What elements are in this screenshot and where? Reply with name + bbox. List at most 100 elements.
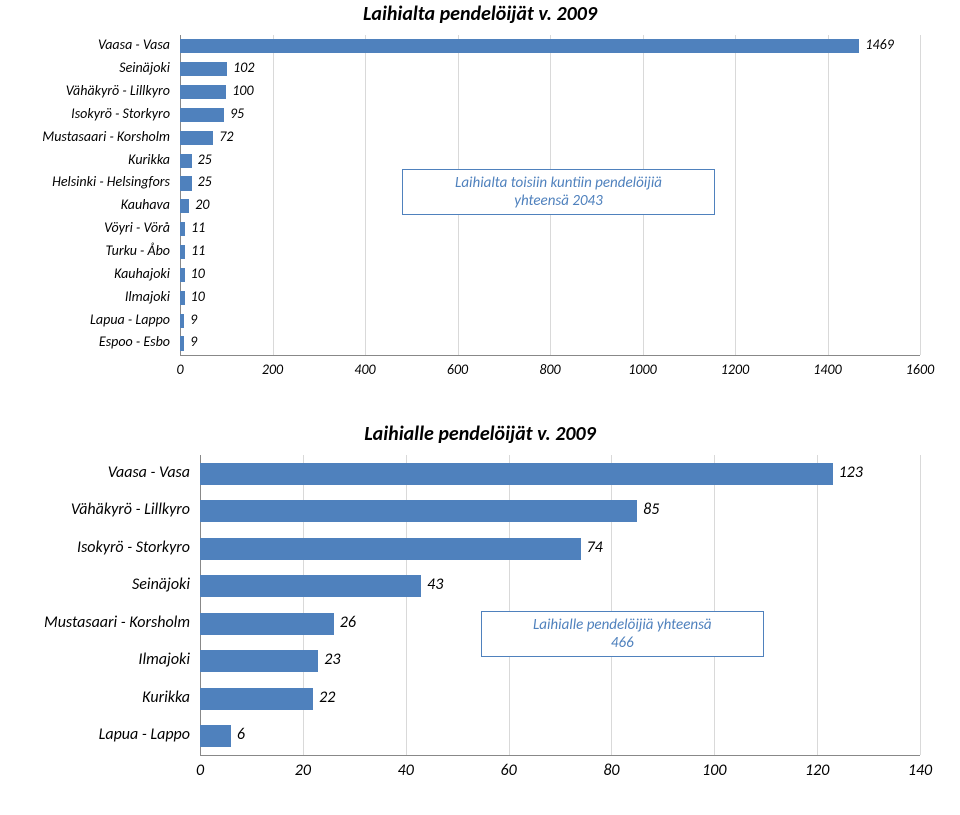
x-tick-label: 80 [586, 761, 636, 780]
bar-value-label: 11 [191, 221, 205, 235]
bar [200, 575, 421, 597]
x-tick-label: 1600 [895, 361, 945, 378]
category-label: Ilmajoki [0, 649, 190, 671]
category-label: Mustasaari - Korsholm [0, 612, 190, 634]
annotation-box: Laihialle pendelöijiä yhteensä466 [481, 611, 764, 657]
bar [180, 108, 224, 122]
category-label: Espoo - Esbo [0, 335, 170, 349]
bar-value-label: 20 [195, 198, 209, 212]
grid-line [714, 455, 715, 755]
grid-line [817, 455, 818, 755]
category-label: Lapua - Lappo [0, 724, 190, 746]
bar-value-label: 23 [324, 649, 340, 671]
annotation-line1: Laihialle pendelöijiä yhteensä [490, 616, 755, 634]
category-label: Lapua - Lappo [0, 313, 170, 327]
x-tick-label: 200 [248, 361, 298, 378]
chart-laihialle: Laihialle pendelöijät v. 2009 123 85 74 43 26… [0, 420, 960, 790]
category-label: Seinäjoki [0, 61, 170, 75]
grid-line [273, 35, 274, 355]
bar [180, 154, 192, 168]
bar [200, 650, 318, 672]
annotation-line2: yhteensä 2043 [411, 192, 706, 210]
x-tick-label: 0 [175, 761, 225, 780]
bar [180, 222, 185, 236]
bar-value-label: 1469 [865, 38, 893, 52]
annotation-box: Laihialta toisiin kuntiin pendelöijiäyht… [402, 169, 715, 215]
bar [180, 314, 184, 328]
bar-value-label: 74 [587, 537, 603, 559]
bar-value-label: 123 [839, 462, 863, 484]
plot-area: 1238574432623226Laihialle pendelöijiä yh… [200, 455, 920, 755]
bar [180, 39, 859, 53]
x-tick-label: 1000 [618, 361, 668, 378]
plot-area: 146910210095722525201111101099Laihialta … [180, 35, 920, 355]
bar-value-label: 25 [198, 175, 212, 189]
x-tick-label: 20 [278, 761, 328, 780]
category-label: Isokyrö - Storkyro [0, 537, 190, 559]
bar-value-label: 85 [643, 499, 659, 521]
bar-value-label: 10 [191, 267, 205, 281]
x-tick-label: 800 [525, 361, 575, 378]
bar [180, 199, 189, 213]
x-tick-label: 60 [484, 761, 534, 780]
x-tick-label: 400 [340, 361, 390, 378]
bar [180, 245, 185, 259]
category-label: Vähäkyrö - Lillkyro [0, 499, 190, 521]
category-label: Isokyrö - Storkyro [0, 107, 170, 121]
bar-value-label: 11 [191, 244, 205, 258]
bar [180, 62, 227, 76]
x-tick-label: 0 [155, 361, 205, 378]
category-label: Vaasa - Vasa [0, 462, 190, 484]
category-label: Vöyri - Vörå [0, 221, 170, 235]
bar [180, 336, 184, 350]
x-axis [200, 755, 920, 756]
chart-title: Laihialta pendelöijät v. 2009 [0, 2, 960, 26]
annotation-line2: 466 [490, 634, 755, 652]
bar-value-label: 102 [233, 61, 254, 75]
bar [180, 176, 192, 190]
annotation-line1: Laihialta toisiin kuntiin pendelöijiä [411, 174, 706, 192]
bar-value-label: 25 [198, 153, 212, 167]
x-tick-label: 1400 [803, 361, 853, 378]
category-label: Helsinki - Helsingfors [0, 175, 170, 189]
x-tick-label: 40 [381, 761, 431, 780]
bar [200, 463, 833, 485]
bar [180, 85, 226, 99]
category-label: Kurikka [0, 687, 190, 709]
bar-value-label: 43 [427, 574, 443, 596]
y-axis [180, 35, 181, 355]
bar [180, 268, 185, 282]
chart-title: Laihialle pendelöijät v. 2009 [0, 422, 960, 446]
bar [180, 131, 213, 145]
category-label: Kauhava [0, 198, 170, 212]
bar-value-label: 26 [340, 612, 356, 634]
grid-line [735, 35, 736, 355]
grid-line [920, 35, 921, 355]
bar-value-label: 10 [191, 290, 205, 304]
x-tick-label: 140 [895, 761, 945, 780]
category-label: Seinäjoki [0, 574, 190, 596]
x-tick-label: 100 [689, 761, 739, 780]
bar-value-label: 9 [190, 313, 197, 327]
grid-line [365, 35, 366, 355]
chart-laihialta: Laihialta pendelöijät v. 200914691021009… [0, 0, 960, 380]
bar-value-label: 22 [319, 687, 335, 709]
bar [200, 500, 637, 522]
x-tick-label: 120 [792, 761, 842, 780]
grid-line [920, 455, 921, 755]
x-axis [180, 355, 920, 356]
bar [200, 688, 313, 710]
bar-value-label: 9 [190, 335, 197, 349]
category-label: Ilmajoki [0, 290, 170, 304]
bar [200, 613, 334, 635]
bar [200, 538, 581, 560]
bar [180, 291, 185, 305]
bar-value-label: 95 [230, 107, 244, 121]
bar-value-label: 100 [232, 84, 253, 98]
category-label: Kurikka [0, 153, 170, 167]
category-label: Turku - Åbo [0, 244, 170, 258]
category-label: Vaasa - Vasa [0, 38, 170, 52]
x-tick-label: 1200 [710, 361, 760, 378]
x-tick-label: 600 [433, 361, 483, 378]
category-label: Kauhajoki [0, 267, 170, 281]
